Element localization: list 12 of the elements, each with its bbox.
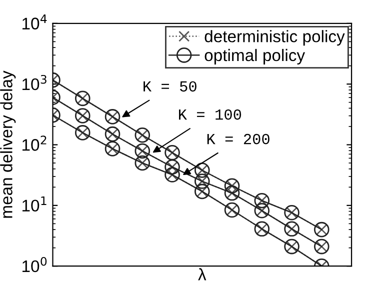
y-tick-label: 10$^{4}$ — [22, 14, 47, 30]
y-tick-label: 10$^{2}$ — [22, 136, 46, 151]
y-tick-label: 10$^{0}$ — [22, 256, 47, 272]
y-tick-label: 10$^{3}$ — [22, 74, 46, 90]
y-tick-label: 10$^{1}$ — [22, 196, 46, 212]
y-axis-title: mean delivery delay — [0, 70, 16, 218]
legend-label: deterministic policy — [204, 30, 345, 46]
annotation: K = 100 — [179, 109, 242, 120]
legend-label: optimal policy — [204, 48, 306, 64]
annotation: K = 200 — [207, 134, 270, 144]
annotation: K = 50 — [144, 81, 196, 92]
x-axis-title: λ — [198, 268, 206, 280]
